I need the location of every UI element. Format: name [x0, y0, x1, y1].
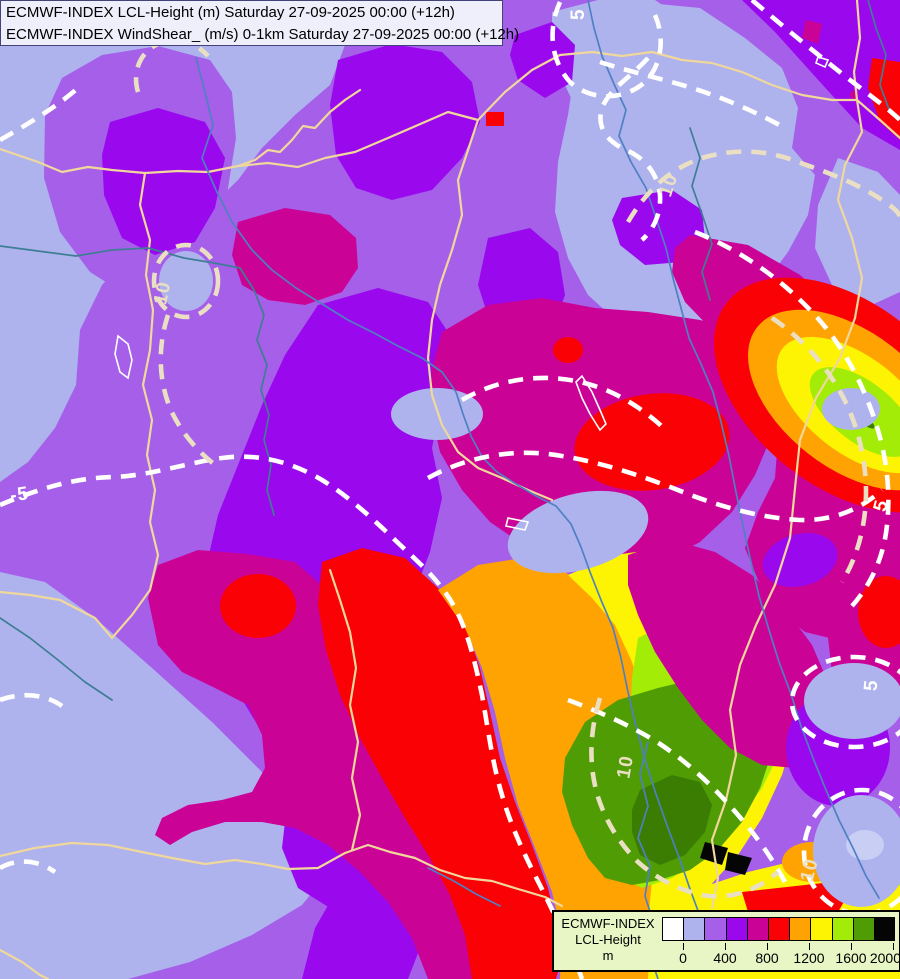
legend-color-bar — [662, 917, 896, 943]
legend-tick — [809, 943, 810, 950]
legend-swatch — [767, 917, 790, 941]
rivers-teal — [0, 0, 891, 701]
legend-tick — [725, 943, 726, 950]
contour-label: 5 — [568, 8, 589, 20]
legend-tick-label: 0 — [679, 950, 687, 966]
lcl-band-red-southeast — [742, 576, 900, 912]
legend-swatch — [725, 917, 747, 941]
legend-tick-label: 1200 — [793, 950, 825, 966]
legend-title: ECMWF-INDEX LCL-Height m — [554, 916, 662, 964]
map-title-line2: ECMWF-INDEX WindShear_ (m/s) 0-1km Satur… — [6, 26, 520, 43]
legend-title-line2: LCL-Height — [575, 932, 641, 947]
contour-labels-white: -5 5 5 5 — [9, 8, 893, 692]
legend-swatch — [810, 917, 832, 941]
contour-label: 10 — [150, 279, 175, 306]
map-title-line1: ECMWF-INDEX LCL-Height (m) Saturday 27-0… — [6, 4, 455, 21]
contour-label: -5 — [9, 483, 31, 506]
lcl-band-periwinkle-pockets — [159, 251, 900, 907]
legend-swatch — [662, 917, 684, 941]
contour-label: 10 — [613, 754, 638, 780]
legend-tick — [893, 943, 894, 950]
windshear-contours-cream — [133, 38, 900, 899]
legend-swatch — [789, 917, 811, 941]
contour-label: 5 — [870, 497, 893, 514]
legend-tick-label: 800 — [755, 950, 779, 966]
legend-tick — [683, 943, 684, 950]
legend-swatch — [873, 917, 896, 941]
legend-box: ECMWF-INDEX LCL-Height m 0 400 800 1200 … — [552, 910, 900, 972]
legend-swatch — [683, 917, 705, 941]
lake-outlines — [114, 56, 830, 531]
legend-tick-label: 1600 — [835, 950, 867, 966]
legend-tick-label: 2000 — [869, 950, 900, 966]
map-title-box: ECMWF-INDEX LCL-Height (m) Saturday 27-0… — [0, 0, 520, 46]
contour-label: 5 — [861, 679, 883, 692]
legend-swatch — [746, 917, 768, 941]
legend-title-line1: ECMWF-INDEX — [561, 916, 655, 931]
legend-tick-label: 400 — [713, 950, 737, 966]
legend-tick — [767, 943, 768, 950]
legend-tick — [851, 943, 852, 950]
legend-swatch — [852, 917, 874, 941]
legend-swatch — [831, 917, 853, 941]
legend-unit: m — [602, 948, 614, 963]
legend-swatch — [704, 917, 726, 941]
